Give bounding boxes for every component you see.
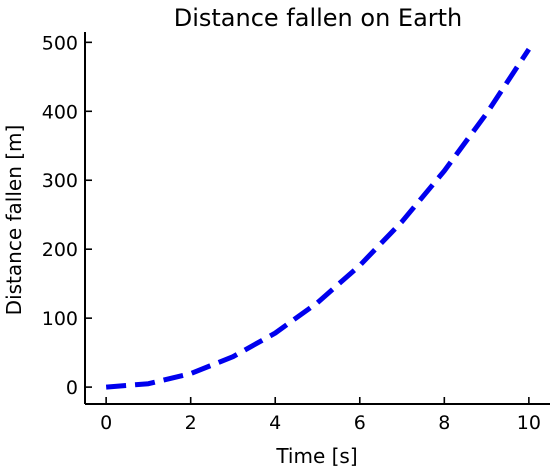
y-axis-label: Distance fallen [m] bbox=[2, 125, 26, 316]
plot-area: 0 2 4 6 8 10 0 100 200 300 400 500 bbox=[42, 32, 550, 434]
chart-title: Distance fallen on Earth bbox=[174, 4, 463, 32]
x-axis-label: Time [s] bbox=[275, 444, 357, 468]
y-tick-label: 300 bbox=[42, 170, 78, 192]
x-tick-label: 8 bbox=[438, 412, 450, 434]
series-line bbox=[105, 47, 531, 390]
x-axis-ticks: 0 2 4 6 8 10 bbox=[100, 397, 541, 434]
x-tick-label: 2 bbox=[185, 412, 197, 434]
y-tick-label: 100 bbox=[42, 308, 78, 330]
y-tick-label: 500 bbox=[42, 32, 78, 54]
y-axis-ticks: 0 100 200 300 400 500 bbox=[42, 32, 92, 399]
x-tick-label: 6 bbox=[354, 412, 366, 434]
y-tick-label: 0 bbox=[66, 377, 78, 399]
y-tick-label: 400 bbox=[42, 101, 78, 123]
x-tick-label: 0 bbox=[100, 412, 112, 434]
x-tick-label: 10 bbox=[517, 412, 541, 434]
series-layer bbox=[105, 47, 531, 390]
y-tick-label: 200 bbox=[42, 239, 78, 261]
x-tick-label: 4 bbox=[269, 412, 281, 434]
